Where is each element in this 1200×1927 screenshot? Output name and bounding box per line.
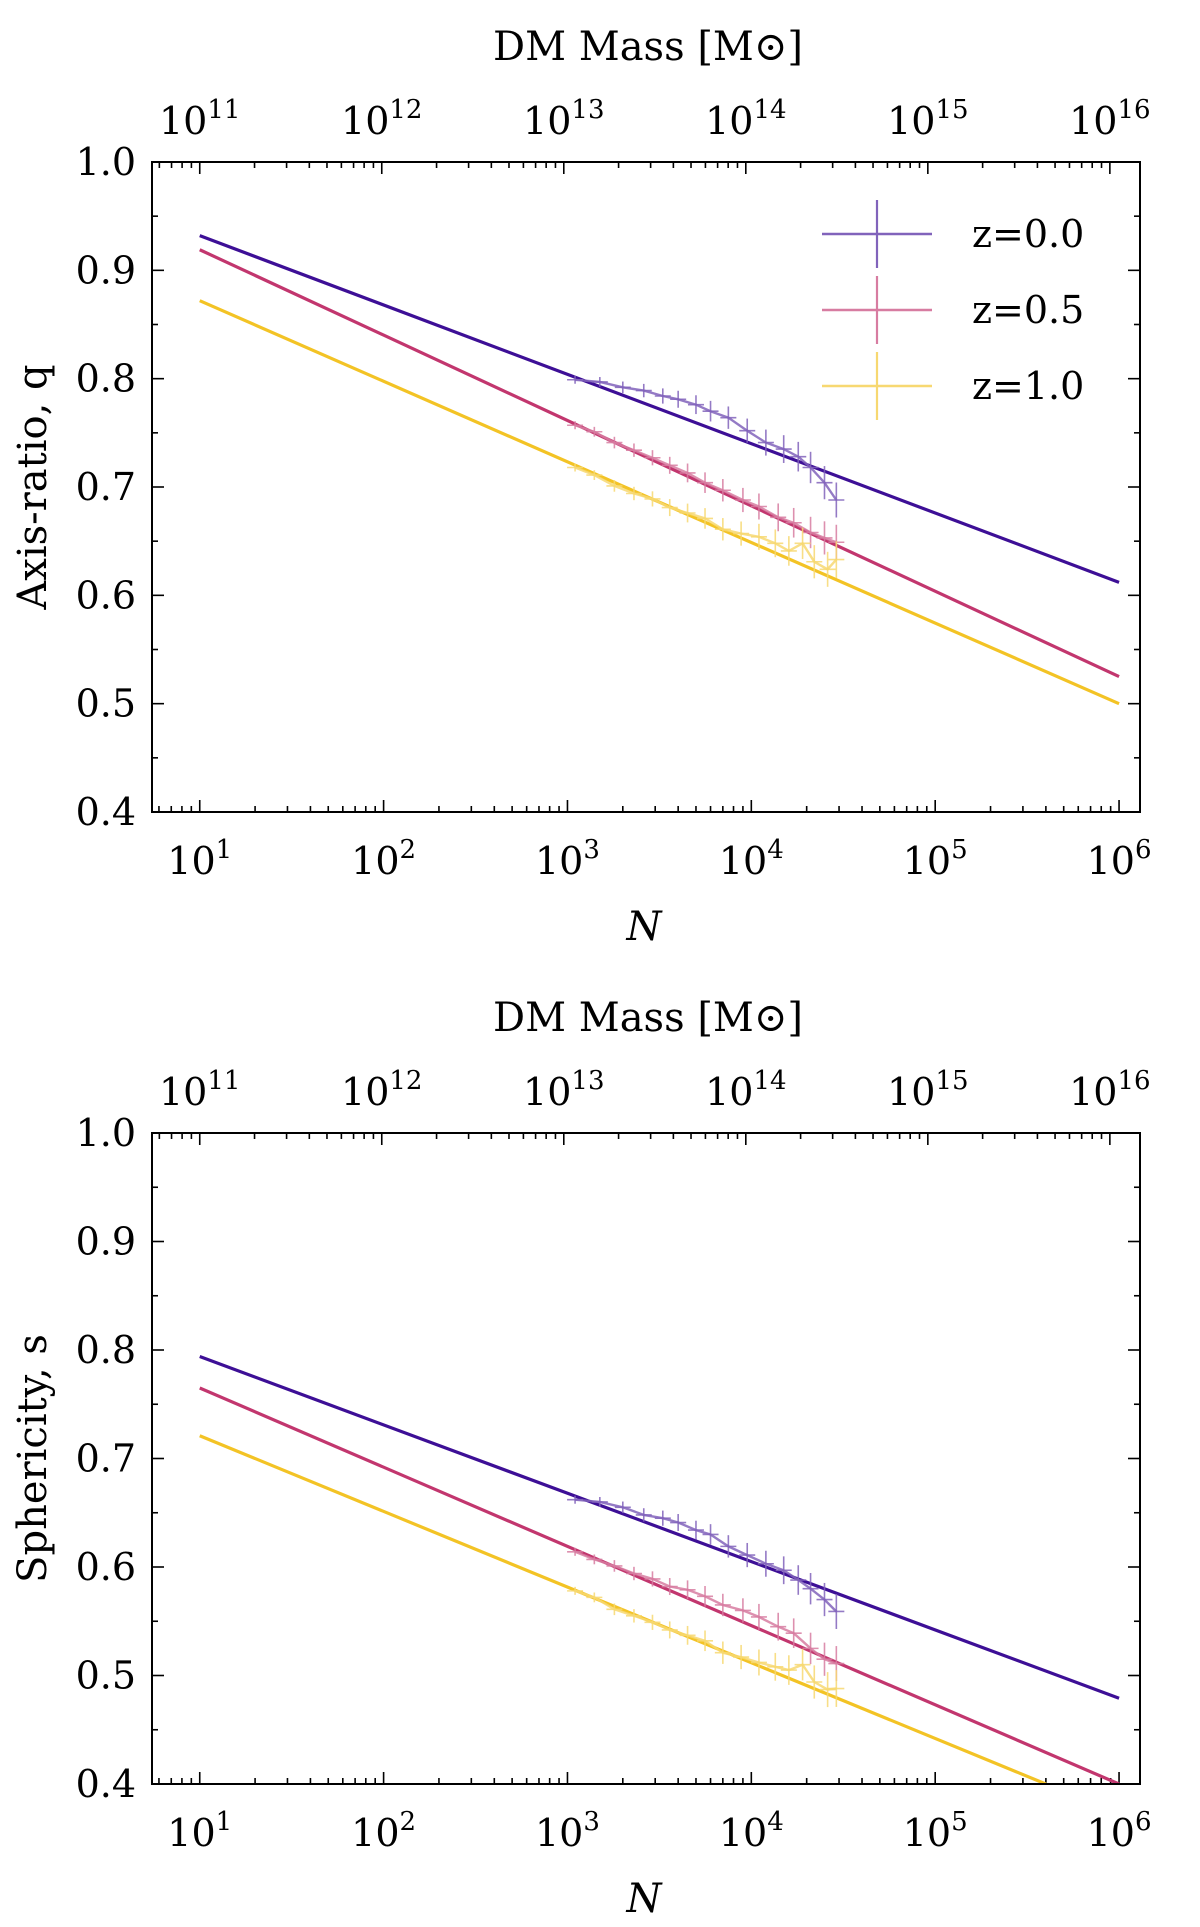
top-x-tick-label: 1015 — [887, 95, 968, 143]
legend-label-z=1.0: z=1.0 — [972, 364, 1084, 408]
series-z=0.0 — [199, 1355, 1120, 1700]
top-x-tick-label: 1013 — [523, 1066, 604, 1114]
legend-label-z=0.0: z=0.0 — [972, 212, 1084, 256]
data-line — [574, 378, 838, 501]
y-tick-label: 0.5 — [76, 682, 136, 726]
x-tick-label: 106 — [1087, 835, 1152, 883]
x-tick-label: 101 — [167, 1807, 232, 1855]
top-axis-title: DM Mass [M⊙] — [493, 995, 803, 1041]
y-tick-label: 0.5 — [76, 1654, 136, 1698]
axes-frame — [151, 161, 1141, 813]
y-tick-label: 0.4 — [76, 1762, 136, 1806]
top-x-tick-label: 1011 — [159, 1066, 240, 1114]
plot-area — [199, 1355, 1120, 1784]
data-line — [574, 1550, 837, 1665]
top-x-tick-label: 1016 — [1069, 95, 1150, 143]
data-line — [574, 1498, 838, 1613]
y-axis-title: Axis-ratio, q — [10, 364, 56, 610]
y-tick-label: 0.4 — [76, 790, 136, 834]
series-z=1.0 — [199, 1434, 1047, 1784]
tick-marks — [152, 161, 1140, 813]
top-x-tick-label: 1016 — [1069, 1066, 1150, 1114]
plot-area — [199, 234, 1120, 706]
fit-line — [199, 1355, 1120, 1700]
axis-ratio-panel: 0.4 0.5 0.6 0.7 0.8 0.9 1.0 101 102 103 104 105 106 1… — [10, 24, 1152, 950]
y-tick-label: 0.6 — [76, 1545, 136, 1589]
y-tick-label: 0.6 — [76, 573, 136, 617]
fit-line — [199, 1434, 1047, 1784]
sphericity-panel: 0.4 0.5 0.6 0.7 0.8 0.9 1.0 101 102 103 104 105 106 1… — [10, 995, 1152, 1922]
y-tick-label: 0.7 — [76, 1437, 136, 1481]
axes-frame — [151, 1132, 1141, 1785]
x-tick-label: 103 — [535, 1807, 600, 1855]
series-z=0.5 — [199, 1386, 1120, 1784]
y-axis-title: Sphericity, s — [10, 1334, 56, 1583]
fit-line — [199, 234, 1120, 584]
x-tick-label: 102 — [351, 835, 416, 883]
x-tick-label: 103 — [535, 835, 600, 883]
legend: z=0.0 z=0.5 z=1.0 — [822, 200, 1084, 420]
x-tick-label: 104 — [719, 1807, 784, 1855]
x-tick-label: 104 — [719, 835, 784, 883]
top-x-tick-label: 1015 — [887, 1066, 968, 1114]
y-tick-label: 0.9 — [76, 1220, 136, 1264]
y-tick-label: 0.7 — [76, 465, 136, 509]
top-axis-title: DM Mass [M⊙] — [493, 24, 803, 70]
y-tick-label: 0.8 — [76, 1328, 136, 1372]
top-x-tick-label: 1012 — [341, 1066, 422, 1114]
x-tick-label: 105 — [903, 1807, 968, 1855]
top-x-tick-label: 1014 — [705, 1066, 786, 1114]
fit-line — [199, 248, 1120, 679]
top-x-tick-label: 1014 — [705, 95, 786, 143]
y-tick-label: 1.0 — [76, 140, 136, 184]
x-tick-label: 106 — [1087, 1807, 1152, 1855]
y-tick-label: 0.9 — [76, 248, 136, 292]
tick-marks — [152, 1132, 1140, 1785]
series-z=1.0 — [199, 299, 1120, 706]
x-axis-title: N — [626, 904, 664, 950]
series-z=0.0 — [199, 234, 1120, 584]
x-tick-label: 105 — [903, 835, 968, 883]
top-x-tick-label: 1012 — [341, 95, 422, 143]
y-tick-label: 0.8 — [76, 357, 136, 401]
x-tick-label: 102 — [351, 1807, 416, 1855]
x-axis-title: N — [626, 1876, 664, 1922]
top-x-tick-label: 1011 — [159, 95, 240, 143]
fit-line — [199, 1386, 1120, 1784]
legend-label-z=0.5: z=0.5 — [972, 288, 1084, 332]
top-x-tick-label: 1013 — [523, 95, 604, 143]
y-tick-label: 1.0 — [76, 1111, 136, 1155]
x-tick-label: 101 — [167, 835, 232, 883]
